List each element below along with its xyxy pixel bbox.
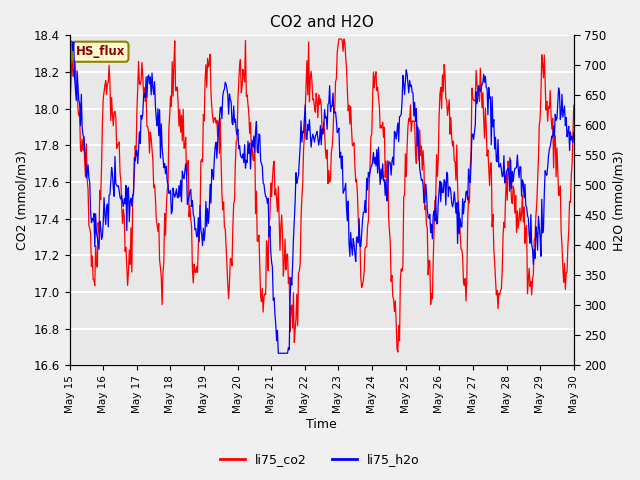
li75_co2	[294, 323, 301, 329]
li75_h2o	[294, 172, 302, 178]
li75_h2o	[66, 38, 74, 44]
li75_co2	[66, 101, 74, 107]
li75_co2	[404, 124, 412, 130]
Line: li75_co2: li75_co2	[70, 39, 574, 352]
li75_co2	[335, 36, 343, 42]
Y-axis label: H2O (mmol/m3): H2O (mmol/m3)	[612, 150, 625, 251]
li75_h2o	[155, 132, 163, 138]
li75_co2	[570, 103, 578, 108]
li75_h2o	[275, 350, 282, 356]
Line: li75_h2o: li75_h2o	[70, 41, 574, 353]
li75_h2o	[364, 187, 371, 193]
Y-axis label: CO2 (mmol/m3): CO2 (mmol/m3)	[15, 150, 28, 250]
Legend: li75_co2, li75_h2o: li75_co2, li75_h2o	[215, 448, 425, 471]
li75_co2	[364, 224, 371, 229]
li75_co2	[394, 349, 402, 355]
li75_h2o	[195, 239, 203, 245]
li75_co2	[195, 224, 203, 230]
X-axis label: Time: Time	[307, 419, 337, 432]
Title: CO2 and H2O: CO2 and H2O	[269, 15, 374, 30]
li75_h2o	[403, 72, 411, 77]
li75_co2	[447, 115, 454, 120]
li75_co2	[155, 221, 163, 227]
li75_h2o	[570, 129, 578, 135]
li75_h2o	[446, 185, 454, 191]
Text: HS_flux: HS_flux	[76, 45, 125, 58]
